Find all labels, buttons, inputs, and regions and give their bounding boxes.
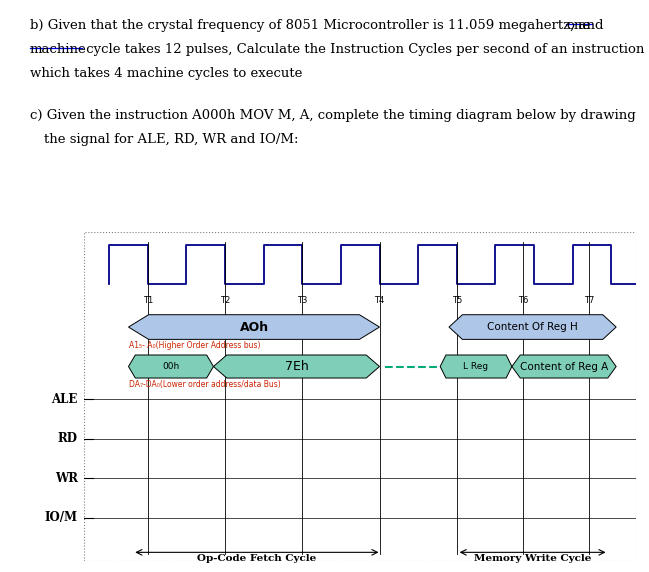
Polygon shape <box>214 355 380 378</box>
Text: Memory Write Cycle: Memory Write Cycle <box>474 554 591 563</box>
Text: T5: T5 <box>452 296 462 305</box>
Text: A1₅- A₀(Higher Order Address bus): A1₅- A₀(Higher Order Address bus) <box>129 341 260 350</box>
Text: 00h: 00h <box>162 362 180 371</box>
Text: Content of Reg A: Content of Reg A <box>520 362 608 371</box>
Text: one: one <box>566 19 590 32</box>
Text: DA₇-DA₀(Lower order address/data Bus): DA₇-DA₀(Lower order address/data Bus) <box>129 380 280 388</box>
Text: T2: T2 <box>220 296 230 305</box>
Text: T3: T3 <box>297 296 308 305</box>
Text: b) Given that the crystal frequency of 8051 Microcontroller is 11.059 megahertz,: b) Given that the crystal frequency of 8… <box>30 19 607 32</box>
Polygon shape <box>440 355 512 378</box>
Text: c) Given the instruction A000h MOV M, A, complete the timing diagram below by dr: c) Given the instruction A000h MOV M, A,… <box>30 109 636 122</box>
Text: AOh: AOh <box>239 320 269 333</box>
Text: which takes 4 machine cycles to execute: which takes 4 machine cycles to execute <box>30 67 302 80</box>
Text: Op-Code Fetch Cycle: Op-Code Fetch Cycle <box>197 554 317 563</box>
Text: T4: T4 <box>374 296 385 305</box>
Text: IO/M: IO/M <box>45 511 78 525</box>
Polygon shape <box>449 315 616 339</box>
Text: the signal for ALE, RD, WR and IO/M:: the signal for ALE, RD, WR and IO/M: <box>44 133 299 146</box>
Polygon shape <box>512 355 616 378</box>
Text: 7Eh: 7Eh <box>285 360 308 373</box>
Text: RD: RD <box>58 432 78 446</box>
Text: T1: T1 <box>143 296 153 305</box>
Text: T6: T6 <box>518 296 528 305</box>
Text: L Reg: L Reg <box>463 362 489 371</box>
Text: Content Of Reg H: Content Of Reg H <box>487 322 578 332</box>
Text: WR: WR <box>55 472 78 485</box>
Polygon shape <box>129 355 214 378</box>
Text: ALE: ALE <box>51 393 78 406</box>
Text: T7: T7 <box>584 296 594 305</box>
Polygon shape <box>129 315 380 339</box>
Text: cycle takes 12 pulses, Calculate the Instruction Cycles per second of an instruc: cycle takes 12 pulses, Calculate the Ins… <box>82 43 644 56</box>
Text: machine: machine <box>30 43 87 56</box>
